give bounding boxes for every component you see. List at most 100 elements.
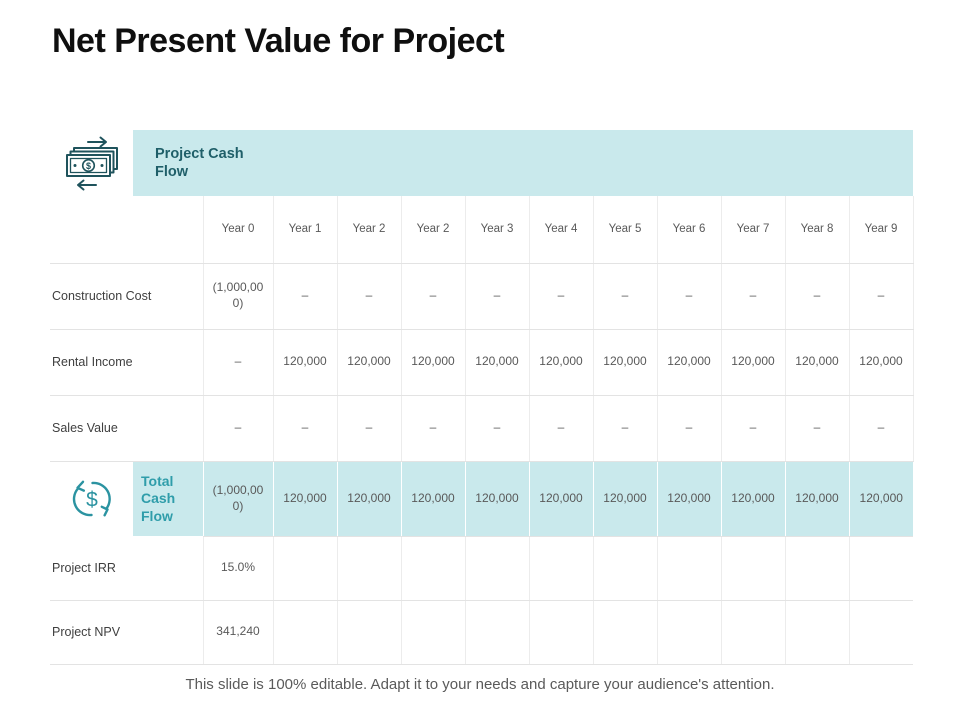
year-column-header: Year 0 bbox=[202, 196, 274, 264]
row-label: Project IRR bbox=[50, 536, 203, 601]
table-cell bbox=[272, 600, 337, 665]
total-value-cell: 120,000 bbox=[720, 461, 785, 537]
table-cell bbox=[528, 600, 593, 665]
table-cell bbox=[592, 600, 657, 665]
table-cell bbox=[464, 536, 529, 601]
banner-icon-cell: $ bbox=[50, 130, 133, 196]
table-cell: 120,000 bbox=[336, 329, 401, 396]
cash-flow-table: $ Project Cash Flow Year 0 Year 1 Year 2 Ye… bbox=[50, 130, 914, 665]
table-cell: – bbox=[202, 395, 273, 462]
table-cell: – bbox=[202, 329, 273, 396]
table-cell: – bbox=[464, 395, 529, 462]
table-cell: 120,000 bbox=[272, 329, 337, 396]
year-header-row: Year 0 Year 1 Year 2 Year 2 Year 3 Year 4 Year… bbox=[50, 196, 914, 264]
table-cell: – bbox=[528, 395, 593, 462]
row-label: Rental Income bbox=[50, 329, 203, 396]
banner-cell: Project Cash Flow bbox=[133, 130, 913, 196]
table-cell bbox=[336, 600, 401, 665]
table-cell: 120,000 bbox=[848, 329, 914, 396]
table-cell: 341,240 bbox=[202, 600, 273, 665]
total-value-cell: 120,000 bbox=[784, 461, 849, 537]
total-cash-flow-row: $ Total Cash Flow (1,000,000) 120,000 120,0… bbox=[50, 461, 913, 537]
banner-row: $ Project Cash Flow bbox=[50, 130, 913, 196]
total-value-cell: 120,000 bbox=[848, 461, 913, 537]
year-column-header: Year 2 bbox=[401, 196, 466, 264]
table-cell bbox=[848, 536, 913, 601]
table-cell bbox=[592, 536, 657, 601]
table-row: Sales Value – – – – – – – – – – – bbox=[50, 395, 914, 462]
total-value-cell: 120,000 bbox=[336, 461, 401, 537]
table-cell: – bbox=[656, 263, 721, 330]
table-cell bbox=[784, 600, 849, 665]
table-cell: 120,000 bbox=[528, 329, 593, 396]
table-cell: – bbox=[784, 263, 849, 330]
table-cell: – bbox=[720, 395, 785, 462]
table-cell bbox=[400, 600, 465, 665]
table-cell: 120,000 bbox=[784, 329, 849, 396]
year-column-header: Year 8 bbox=[785, 196, 850, 264]
table-cell: – bbox=[784, 395, 849, 462]
row-label: Sales Value bbox=[50, 395, 203, 462]
table-cell: 120,000 bbox=[656, 329, 721, 396]
table-cell bbox=[272, 536, 337, 601]
table-cell bbox=[656, 600, 721, 665]
table-cell: – bbox=[848, 263, 914, 330]
table-cell: – bbox=[720, 263, 785, 330]
year-column-header: Year 5 bbox=[593, 196, 658, 264]
year-column-header: Year 6 bbox=[657, 196, 722, 264]
svg-text:$: $ bbox=[85, 161, 90, 171]
table-cell bbox=[464, 600, 529, 665]
row-label: Construction Cost bbox=[50, 263, 203, 330]
footer-note: This slide is 100% editable. Adapt it to… bbox=[185, 676, 775, 693]
total-value-cell: (1,000,000) bbox=[202, 461, 273, 537]
table-row: Construction Cost (1,000,000) – – – – – – – – – – bbox=[50, 263, 914, 330]
banner-label: Project Cash Flow bbox=[155, 145, 244, 180]
header-spacer-cell bbox=[50, 196, 203, 264]
table-row: Project IRR 15.0% bbox=[50, 536, 913, 601]
total-value-cell: 120,000 bbox=[272, 461, 337, 537]
table-cell: 120,000 bbox=[720, 329, 785, 396]
table-cell bbox=[848, 600, 913, 665]
table-cell bbox=[656, 536, 721, 601]
table-cell: – bbox=[336, 263, 401, 330]
year-column-header: Year 3 bbox=[465, 196, 530, 264]
table-cell: – bbox=[400, 263, 465, 330]
table-cell: – bbox=[272, 395, 337, 462]
total-value-cell: 120,000 bbox=[656, 461, 721, 537]
total-value-cell: 120,000 bbox=[592, 461, 657, 537]
table-cell: (1,000,000) bbox=[202, 263, 273, 330]
svg-text:$: $ bbox=[86, 488, 98, 511]
total-value-cell: 120,000 bbox=[464, 461, 529, 537]
table-cell: – bbox=[848, 395, 914, 462]
table-cell bbox=[720, 536, 785, 601]
total-value-cell: 120,000 bbox=[528, 461, 593, 537]
table-cell: – bbox=[656, 395, 721, 462]
year-column-header: Year 2 bbox=[337, 196, 402, 264]
table-cell: – bbox=[464, 263, 529, 330]
cash-flow-banknotes-icon: $ bbox=[65, 136, 118, 191]
table-cell bbox=[528, 536, 593, 601]
table-cell: 120,000 bbox=[592, 329, 657, 396]
page-title: Net Present Value for Project bbox=[52, 22, 505, 60]
table-cell: 120,000 bbox=[464, 329, 529, 396]
total-icon-cell: $ bbox=[50, 461, 133, 536]
year-column-header: Year 4 bbox=[529, 196, 594, 264]
table-cell: – bbox=[528, 263, 593, 330]
table-cell: – bbox=[400, 395, 465, 462]
table-cell bbox=[336, 536, 401, 601]
year-column-header: Year 9 bbox=[849, 196, 914, 264]
table-cell bbox=[400, 536, 465, 601]
table-cell: – bbox=[336, 395, 401, 462]
total-value-cell: 120,000 bbox=[400, 461, 465, 537]
table-cell: 120,000 bbox=[400, 329, 465, 396]
table-cell: 15.0% bbox=[202, 536, 273, 601]
total-label: Total Cash Flow bbox=[141, 472, 176, 524]
table-cell bbox=[720, 600, 785, 665]
year-column-header: Year 1 bbox=[273, 196, 338, 264]
total-label-cell: Total Cash Flow bbox=[133, 461, 203, 536]
table-cell: – bbox=[592, 395, 657, 462]
table-cell: – bbox=[592, 263, 657, 330]
table-cell: – bbox=[272, 263, 337, 330]
year-column-header: Year 7 bbox=[721, 196, 786, 264]
